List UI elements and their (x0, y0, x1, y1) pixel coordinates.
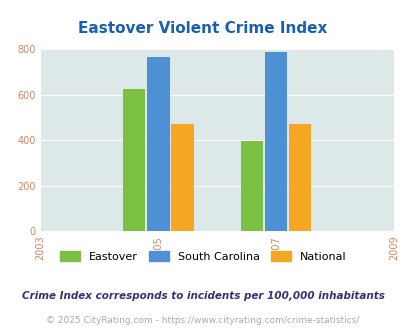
Text: Eastover Violent Crime Index: Eastover Violent Crime Index (78, 21, 327, 36)
Bar (240, 141, 262, 231)
Text: Crime Index corresponds to incidents per 100,000 inhabitants: Crime Index corresponds to incidents per… (21, 291, 384, 301)
Bar (264, 52, 287, 231)
Bar (288, 124, 311, 231)
Bar (123, 89, 145, 231)
Bar (171, 124, 193, 231)
Legend: Eastover, South Carolina, National: Eastover, South Carolina, National (55, 247, 350, 267)
Text: © 2025 CityRating.com - https://www.cityrating.com/crime-statistics/: © 2025 CityRating.com - https://www.city… (46, 316, 359, 325)
Bar (147, 57, 169, 231)
